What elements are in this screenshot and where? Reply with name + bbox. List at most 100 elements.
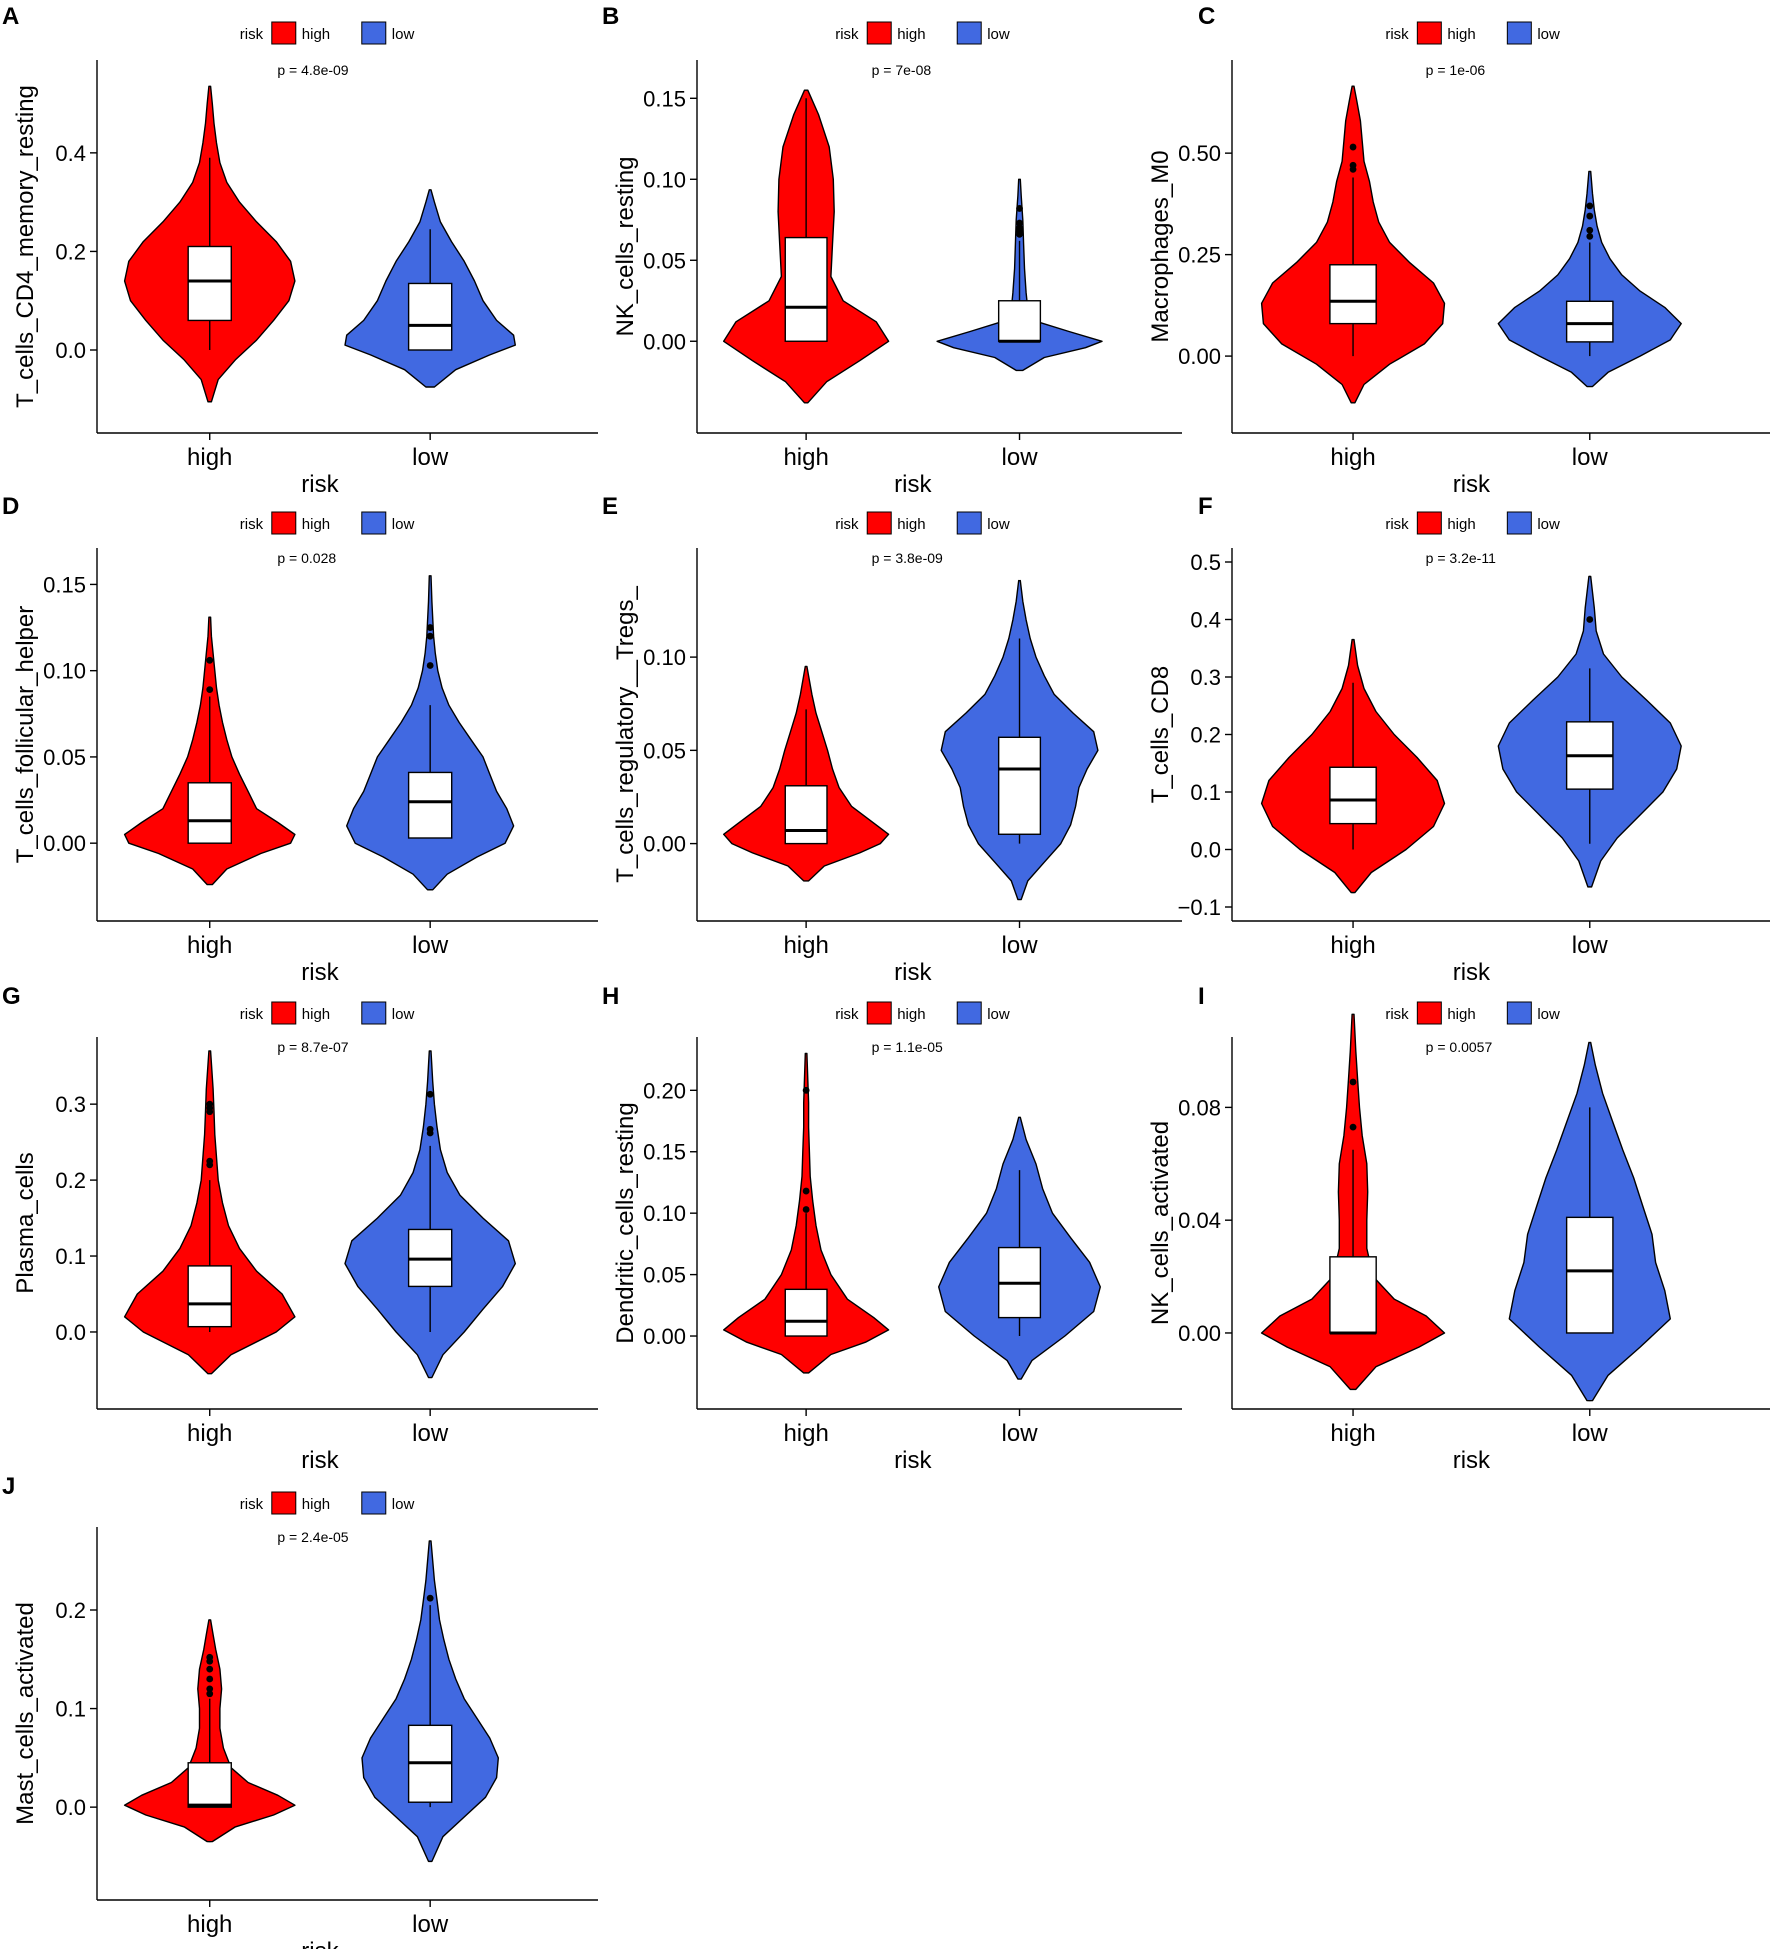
legend: risk high low [835,1001,1010,1025]
y-axis-title: T_cells_CD8 [1147,666,1174,803]
legend-swatch-low [956,1001,982,1025]
legend: risk high low [240,511,415,535]
y-tick-label: −0.1 [1178,895,1221,920]
y-tick-label: 0.08 [1178,1095,1221,1120]
outlier-point [1349,143,1357,151]
y-tick-label: 0.04 [1178,1208,1221,1233]
x-tick-label-high: high [783,1420,828,1447]
box-low [407,771,453,839]
x-tick-label-high: high [187,932,232,959]
y-tick-label: 0.00 [643,1324,686,1349]
x-tick-label-low: low [412,1420,449,1447]
x-tick-label-low: low [412,932,449,959]
box-low [1565,1216,1614,1334]
legend-label-high: high [897,516,925,533]
x-axis-title: risk [1453,959,1491,986]
y-tick-label: 0.05 [643,1263,686,1288]
outlier-point [1349,1123,1357,1131]
y-tick-label: 0.4 [1190,608,1221,633]
box-low [407,282,453,351]
legend: risk high low [240,1001,414,1025]
panel-letter: D [2,493,19,520]
legend-swatch-low [1506,21,1532,45]
p-value-label: p = 8.7e-07 [277,1039,348,1055]
panel-letter: H [602,983,619,1010]
box-high [1329,766,1377,825]
x-tick-label-low: low [1572,932,1609,959]
x-axis-title: risk [1453,471,1491,498]
outlier-point [426,1125,434,1133]
panel-letter: E [602,493,618,520]
outlier-point [426,632,434,640]
legend-label-high: high [897,1006,925,1023]
y-tick-label: 0.20 [643,1078,686,1103]
panel-letter: J [2,1473,15,1500]
legend-label-high: high [302,516,330,533]
panel-letter: F [1198,493,1213,520]
legend-label-low: low [392,26,415,43]
box-low [1565,300,1614,343]
outlier-point [1586,232,1594,240]
x-tick-label-low: low [1572,444,1609,471]
x-tick-label-low: low [412,444,449,471]
y-tick-label: 0.2 [55,239,86,264]
outlier-point [1586,226,1594,234]
outlier-point [802,1206,810,1213]
outlier-point [1016,219,1023,227]
y-tick-label: 0.10 [643,645,686,670]
box-high [784,785,828,845]
panel-letter: I [1198,983,1205,1010]
legend-label-high: high [1447,26,1475,43]
y-tick-label: 0.00 [643,329,686,354]
legend-label-low: low [1537,1006,1560,1023]
x-tick-label-low: low [1002,444,1039,471]
legend-title: risk [835,516,859,533]
x-axis-title: risk [301,471,339,498]
outlier-point [206,656,214,664]
y-tick-label: 0.05 [643,248,686,273]
legend-label-low: low [392,516,415,533]
outlier-point [1016,205,1023,212]
legend-label-high: high [302,1006,330,1023]
box-low [997,300,1042,342]
y-tick-label: 0.10 [43,659,86,684]
legend-swatch-low [956,511,982,535]
legend-swatch-low [1506,1001,1532,1025]
legend-swatch-low [361,21,387,45]
legend-swatch-high [271,1001,297,1025]
outlier-point [1586,202,1594,210]
y-axis-title: NK_cells_resting [612,156,639,336]
legend-title: risk [835,26,859,43]
panel-letter: C [1198,3,1215,30]
y-tick-label: 0.00 [43,831,86,856]
legend: risk high low [835,21,1010,45]
outlier-point [1586,616,1594,623]
outlier-point [802,1187,810,1195]
y-axis-title: T_cells_CD4_memory_resting [12,85,39,408]
box-high [187,1762,232,1808]
legend-swatch-low [361,1001,387,1025]
legend-label-high: high [1447,516,1475,533]
legend-label-low: low [1537,26,1560,43]
x-tick-label-high: high [1330,444,1375,471]
y-tick-label: 0.0 [1190,838,1221,863]
legend-swatch-high [1416,21,1442,45]
panel-letter: B [602,3,619,30]
legend-swatch-low [361,511,387,535]
legend-label-low: low [987,516,1010,533]
outlier-point [206,1675,214,1683]
y-tick-label: 0.2 [1190,723,1221,748]
y-tick-label: 0.1 [55,1244,86,1269]
y-tick-label: 0.0 [55,1795,86,1820]
y-tick-label: 0.05 [43,745,86,770]
y-tick-label: 0.15 [643,1140,686,1165]
legend-title: risk [240,1006,264,1023]
y-axis-title: Macrophages_M0 [1147,150,1174,342]
y-tick-label: 0.4 [55,141,86,166]
x-tick-label-low: low [1002,932,1039,959]
